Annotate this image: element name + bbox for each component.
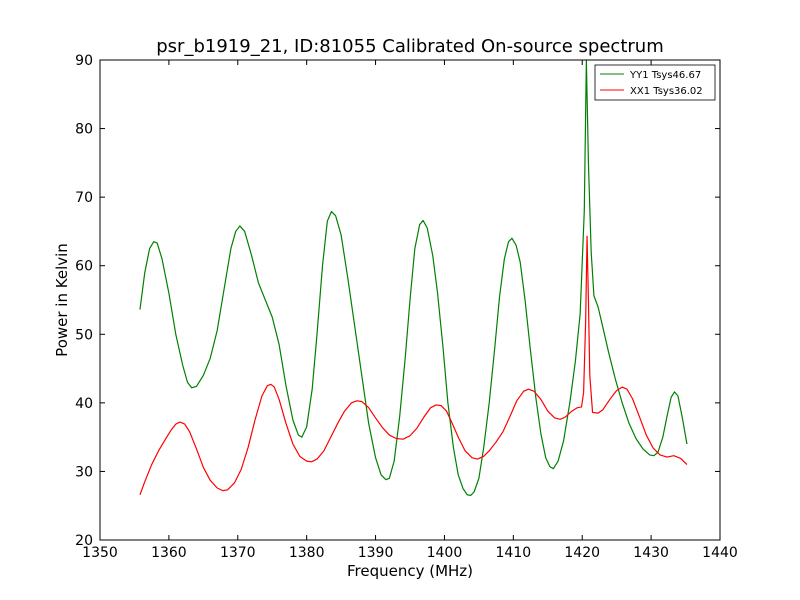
plot-frame <box>99 59 721 541</box>
ticks-layer: 1350 1360 1370 1380 1390 1400 1410 1420 1430 1440… <box>75 53 738 561</box>
x-tick-label: 1400 <box>427 545 463 561</box>
legend: YY1 Tsys46.67 XX1 Tsys36.02 <box>594 64 716 101</box>
y-tick-label: 60 <box>75 259 93 275</box>
y-tick-label: 30 <box>75 464 93 480</box>
y-tick-label: 20 <box>75 533 93 549</box>
y-tick-label: 70 <box>75 190 93 206</box>
legend-box <box>594 64 716 101</box>
legend-label-yy1: YY1 Tsys46.67 <box>629 70 701 81</box>
y-tick-label: 90 <box>75 53 93 69</box>
x-tick-label: 1380 <box>289 545 325 561</box>
y-tick-label: 50 <box>75 327 93 343</box>
x-tick-label: 1410 <box>496 545 532 561</box>
chart-title: psr_b1919_21, ID:81055 Calibrated On-sou… <box>156 36 663 57</box>
x-axis-label: Frequency (MHz) <box>347 562 473 580</box>
series-line-yy1 <box>139 59 688 497</box>
legend-label-xx1: XX1 Tsys36.02 <box>630 86 703 97</box>
x-tick-label: 1440 <box>702 545 738 561</box>
series-line-xx1 <box>139 235 688 495</box>
y-tick-label: 40 <box>75 396 93 412</box>
x-tick-label: 1360 <box>151 545 187 561</box>
y-axis-label: Power in Kelvin <box>53 243 71 357</box>
x-tick-label: 1350 <box>82 545 118 561</box>
plot-area: 1350 1360 1370 1380 1390 1400 1410 1420 1430 1440… <box>75 53 738 561</box>
x-tick-label: 1430 <box>633 545 669 561</box>
x-tick-label: 1420 <box>564 545 600 561</box>
x-tick-label: 1370 <box>220 545 256 561</box>
y-tick-label: 80 <box>75 122 93 138</box>
series-layer <box>139 59 688 497</box>
x-tick-label: 1390 <box>358 545 394 561</box>
